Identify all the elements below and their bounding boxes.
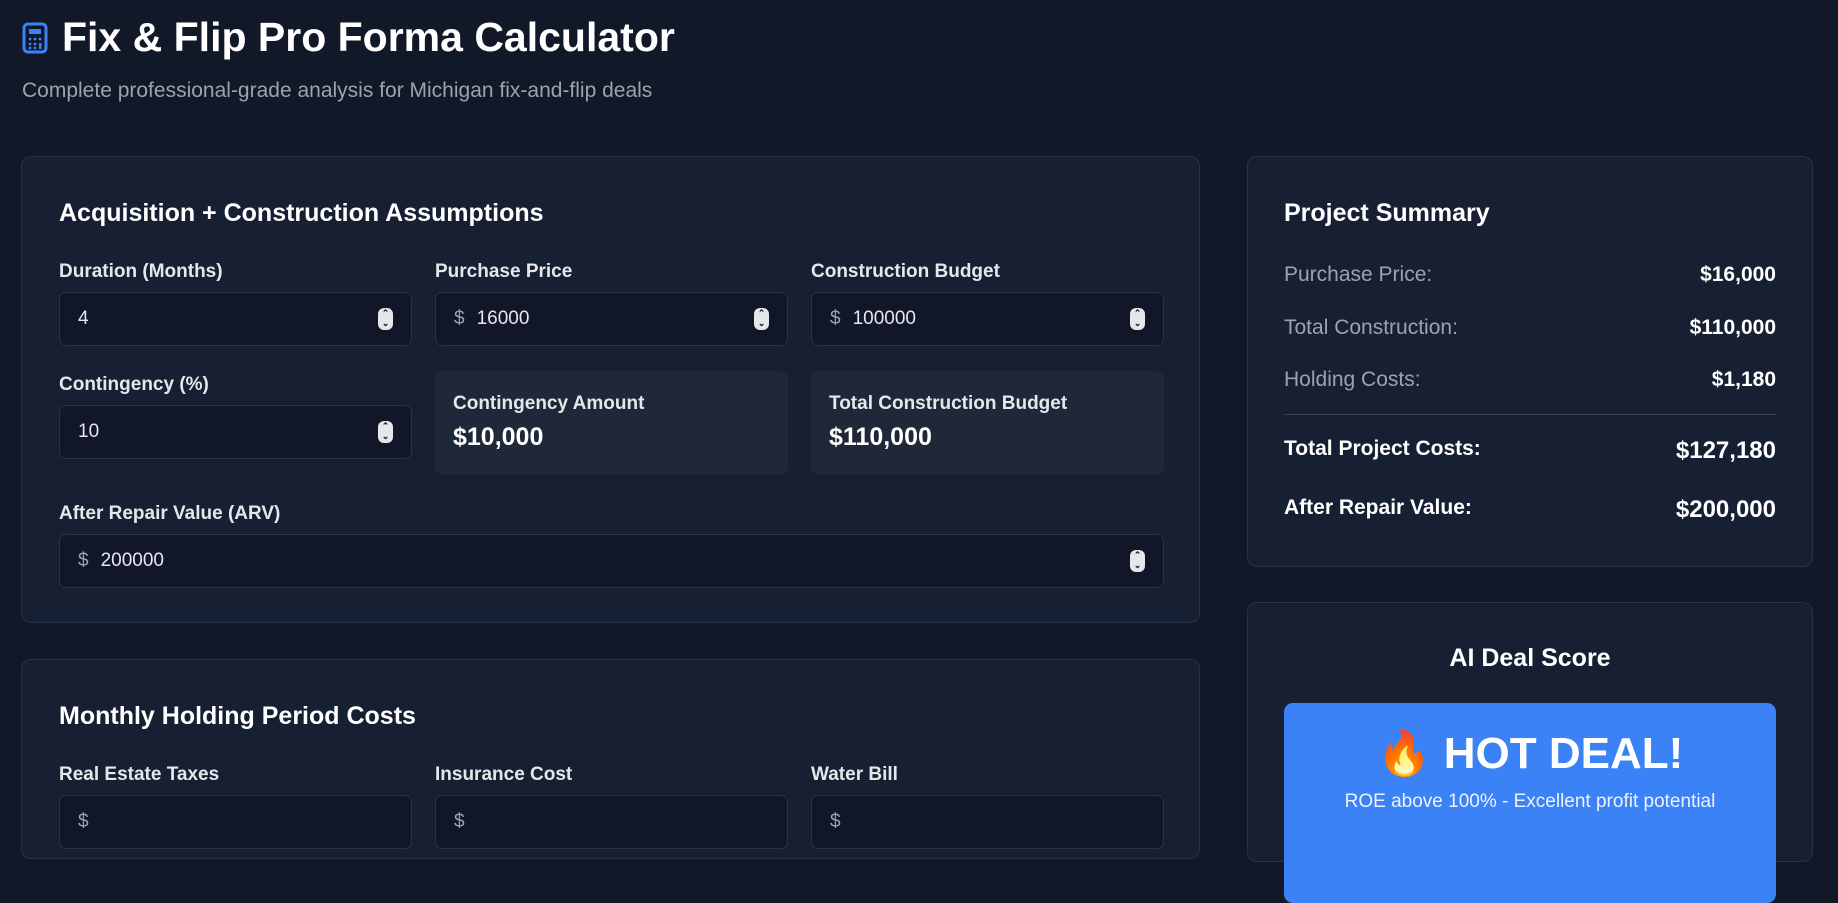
duration-value: 4: [78, 308, 89, 329]
stepper-icon[interactable]: ⌃ ⌄: [378, 421, 393, 443]
project-summary-card: Project Summary Purchase Price: $16,000 T…: [1247, 156, 1813, 567]
acquisition-card: Acquisition + Construction Assumptions D…: [21, 156, 1200, 623]
title-text: Fix & Flip Pro Forma Calculator: [62, 14, 675, 60]
deal-verdict-box: 🔥 HOT DEAL! ROE above 100% - Excellent p…: [1284, 703, 1776, 903]
dollar-prefix: $: [830, 308, 841, 329]
fire-icon: 🔥: [1376, 729, 1432, 778]
purchase-price-input[interactable]: $16000 ⌃ ⌄: [435, 292, 788, 346]
deal-score-heading: AI Deal Score: [1449, 644, 1611, 672]
insurance-label: Insurance Cost: [435, 764, 573, 785]
purchase-price-value: 16000: [476, 308, 530, 329]
calculator-icon: [22, 22, 48, 53]
taxes-label: Real Estate Taxes: [59, 764, 220, 785]
construction-budget-input[interactable]: $100000 ⌃ ⌄: [811, 292, 1164, 346]
deal-note: ROE above 100% - Excellent profit potent…: [1344, 791, 1716, 812]
summary-row-construction: Total Construction: $110,000: [1284, 316, 1776, 339]
construction-budget-value: 100000: [852, 308, 916, 329]
duration-input[interactable]: 4 ⌃ ⌄: [59, 292, 412, 346]
contingency-amount-label: Contingency Amount: [453, 393, 645, 414]
stepper-icon[interactable]: ⌃ ⌄: [754, 308, 769, 330]
contingency-input[interactable]: 10 ⌃ ⌄: [59, 405, 412, 459]
contingency-amount-value: $10,000: [453, 423, 544, 451]
stepper-icon[interactable]: ⌃ ⌄: [1130, 550, 1145, 572]
dollar-prefix: $: [830, 811, 841, 832]
arv-label: After Repair Value (ARV): [59, 503, 281, 524]
page-title: Fix & Flip Pro Forma Calculator: [22, 14, 675, 61]
holding-heading: Monthly Holding Period Costs: [59, 702, 416, 730]
purchase-price-label: Purchase Price: [435, 261, 573, 282]
dollar-prefix: $: [78, 550, 89, 571]
contingency-label: Contingency (%): [59, 374, 209, 395]
summary-heading: Project Summary: [1284, 199, 1490, 227]
deal-verdict: 🔥 HOT DEAL!: [1284, 727, 1776, 779]
arv-value: 200000: [100, 550, 164, 571]
total-construction-box: Total Construction Budget $110,000: [811, 371, 1164, 475]
water-input[interactable]: $: [811, 795, 1164, 849]
summary-divider: [1284, 414, 1776, 415]
summary-row-total: Total Project Costs: $127,180: [1284, 437, 1776, 464]
summary-row-purchase: Purchase Price: $16,000: [1284, 263, 1776, 286]
total-construction-value: $110,000: [829, 423, 932, 451]
stepper-icon[interactable]: ⌃ ⌄: [378, 308, 393, 330]
contingency-value: 10: [78, 421, 100, 442]
holding-costs-card: Monthly Holding Period Costs Real Estate…: [21, 659, 1200, 859]
taxes-input[interactable]: $: [59, 795, 412, 849]
water-label: Water Bill: [811, 764, 898, 785]
page-subtitle: Complete professional-grade analysis for…: [22, 79, 653, 102]
arv-input[interactable]: $200000 ⌃ ⌄: [59, 534, 1164, 588]
summary-row-holding: Holding Costs: $1,180: [1284, 368, 1776, 391]
acquisition-heading: Acquisition + Construction Assumptions: [59, 199, 544, 227]
stepper-icon[interactable]: ⌃ ⌄: [1130, 308, 1145, 330]
dollar-prefix: $: [78, 811, 89, 832]
dollar-prefix: $: [454, 811, 465, 832]
total-construction-label: Total Construction Budget: [829, 393, 1068, 414]
deal-score-card: AI Deal Score 🔥 HOT DEAL! ROE above 100%…: [1247, 602, 1813, 903]
duration-label: Duration (Months): [59, 261, 223, 282]
verdict-text: HOT DEAL!: [1443, 729, 1684, 778]
dollar-prefix: $: [454, 308, 465, 329]
insurance-input[interactable]: $: [435, 795, 788, 849]
summary-row-arv: After Repair Value: $200,000: [1284, 496, 1776, 523]
contingency-amount-box: Contingency Amount $10,000: [435, 371, 788, 475]
construction-budget-label: Construction Budget: [811, 261, 1000, 282]
